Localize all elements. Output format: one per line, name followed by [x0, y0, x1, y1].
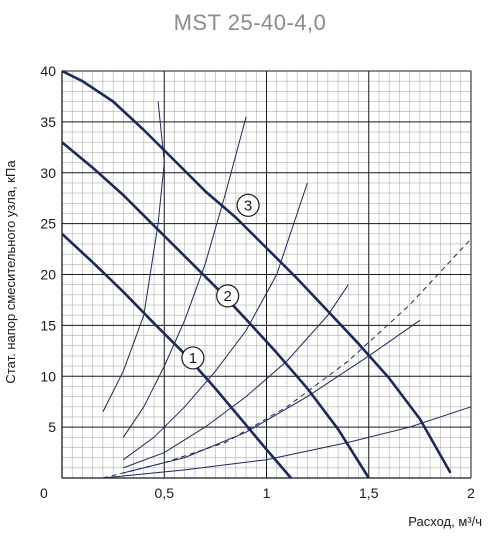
x-tick-label: 1 [263, 485, 271, 501]
curve-label-2: 2 [216, 284, 240, 308]
y-tick-label: 10 [40, 368, 56, 384]
y-axis-label: Стат. напор смесительного узла, кПа [3, 160, 18, 384]
curve-label-3: 3 [236, 193, 260, 217]
system-curve-6 [102, 238, 472, 479]
y-tick-label: 35 [40, 114, 56, 130]
y-tick-label: 20 [40, 267, 56, 283]
curve-label-1: 1 [181, 346, 205, 370]
chart-title: MST 25-40-4,0 [173, 10, 327, 35]
system-curve-4 [123, 284, 349, 469]
y-tick-label: 15 [40, 317, 56, 333]
system-curve-1 [102, 101, 165, 413]
curve-label-text: 1 [189, 350, 197, 367]
system-curve-7 [102, 406, 472, 479]
system-curve-5 [123, 319, 421, 474]
system-curve-3 [123, 182, 308, 461]
y-tick-label: 5 [48, 419, 56, 435]
x-tick-label: 0 [40, 485, 48, 501]
curve-label-text: 3 [244, 197, 252, 214]
pump-curve-3 [61, 69, 452, 474]
x-axis-label: Расход, м³/ч [408, 514, 482, 529]
x-tick-label: 0,5 [155, 485, 175, 501]
curve-label-circle [216, 284, 240, 308]
pump-curve-2 [61, 141, 370, 479]
curve-label-circle [181, 346, 205, 370]
x-tick-label: 2 [467, 485, 475, 501]
curve-labels: 1 2 3 [181, 193, 260, 370]
y-tick-label: 25 [40, 216, 56, 232]
grid [61, 70, 472, 479]
y-tick-label: 30 [40, 165, 56, 181]
y-tick-label: 40 [40, 63, 56, 79]
x-tick-label: 1,5 [359, 485, 379, 501]
system-curve-2 [122, 116, 247, 438]
curve-label-circle [236, 193, 260, 217]
curve-label-text: 2 [223, 288, 231, 305]
